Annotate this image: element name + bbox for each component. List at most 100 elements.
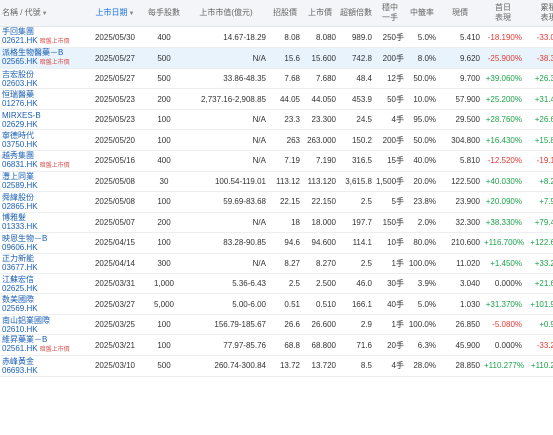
allotment-rate-cell: 100.0% (406, 314, 438, 336)
stock-name-link[interactable]: 寧德時代 (2, 131, 34, 141)
listing-date-cell: 2025/03/25 (86, 314, 144, 336)
table-row[interactable]: 灃上同業 02589.HK 2025/05/08 30 100.54-119.01 113… (0, 171, 553, 193)
stock-name-link[interactable]: 映恩生物－B (2, 233, 48, 243)
stock-code-link[interactable]: 02589.HK (2, 181, 38, 191)
cumulative-performance-cell: -33.285% (524, 334, 553, 357)
col-offer-price-header[interactable]: 招股價 (268, 0, 302, 27)
table-row[interactable]: 南山鋁業國際 02610.HK 2025/03/25 100 156.79-185.67… (0, 314, 553, 336)
stock-code-link[interactable]: 02629.HK (2, 119, 38, 129)
table-row[interactable]: 派格生物醫藥－B 02565.HK 暗盤上市價 2025/05/27 500 N/A 15.… (0, 47, 553, 69)
offer-price-cell: 94.6 (268, 232, 302, 254)
table-row[interactable]: 寧德時代 03750.HK 2025/05/20 100 N/A 263 263.000 15… (0, 129, 553, 151)
stock-name-cell[interactable]: 舜緯股份 02865.HK (0, 191, 86, 213)
stock-name-link[interactable]: 灃上同業 (2, 172, 34, 182)
stock-name-cell[interactable]: 映恩生物－B 09606.HK (0, 232, 86, 254)
stock-name-cell[interactable]: 派格生物醫藥－B 02565.HK 暗盤上市價 (0, 47, 86, 69)
allotment-rate-cell: 23.8% (406, 191, 438, 213)
col-lot-size-header[interactable]: 每手股數 (144, 0, 184, 27)
table-row[interactable]: 赤峰黃金 06693.HK 2025/03/10 500 260.74-300.84 13… (0, 355, 553, 377)
stock-name-cell[interactable]: 吉宏股份 02603.HK (0, 68, 86, 90)
stock-name-link[interactable]: 維昇藥業－B (2, 335, 48, 345)
stock-name-link[interactable]: 南山鋁業國際 (2, 315, 50, 325)
col-subscription-header[interactable]: 超額倍數 (338, 0, 374, 27)
market-cap-cell: N/A (184, 212, 268, 234)
cumulative-performance-cell: +15.894% (524, 129, 553, 151)
listing-price-cell: 13.720 (302, 355, 338, 377)
table-row[interactable]: 舜緯股份 02865.HK 2025/05/08 100 59.69-83.68 22.1… (0, 191, 553, 213)
stock-name-cell[interactable]: 赤峰黃金 06693.HK (0, 355, 86, 377)
stock-code-link[interactable]: 02625.HK (2, 283, 38, 293)
col-market-cap-header[interactable]: 上市市值(億元) (184, 0, 268, 27)
stock-name-cell[interactable]: 数美國際 02569.HK (0, 293, 86, 315)
stock-name-link[interactable]: 派格生物醫藥－B (2, 48, 64, 57)
current-price-cell: 32.300 (438, 212, 482, 234)
table-row[interactable]: 博雅髮 01333.HK 2025/05/07 200 N/A 18 18.000 197.7… (0, 212, 553, 234)
stock-name-cell[interactable]: MIRXES-B 02629.HK (0, 109, 86, 131)
stock-code-link[interactable]: 03677.HK (2, 263, 38, 273)
col-name-header[interactable]: 名稱 / 代號▼ (0, 0, 86, 27)
stock-name-cell[interactable]: 手回集團 02621.HK 暗盤上市價 (0, 26, 86, 48)
stock-code-link[interactable]: 02561.HK 暗盤上市價 (2, 344, 70, 354)
col-listing-date-header[interactable]: 上市日期▼ (86, 0, 144, 27)
col-current-price-header[interactable]: 現價 (438, 0, 482, 27)
table-row[interactable]: 手回集團 02621.HK 暗盤上市價 2025/05/30 400 14.67-18.2… (0, 26, 553, 48)
stock-name-link[interactable]: MIRXES-B (2, 110, 41, 120)
stock-code-link[interactable]: 01333.HK (2, 222, 38, 232)
stock-name-link[interactable]: 江蘇宏信 (2, 274, 34, 284)
table-row[interactable]: 維昇藥業－B 02561.HK 暗盤上市價 2025/03/21 100 77.97-85… (0, 334, 553, 357)
stock-code-link[interactable]: 02621.HK 暗盤上市價 (2, 36, 70, 45)
stock-name-link[interactable]: 吉宏股份 (2, 69, 34, 79)
stock-code-link[interactable]: 03750.HK (2, 140, 38, 150)
stock-code-link[interactable]: 02603.HK (2, 78, 38, 88)
stock-name-link[interactable]: 恒瑞醫藥 (2, 90, 34, 100)
table-row[interactable]: 映恩生物－B 09606.HK 2025/04/15 100 83.28-90.85 94… (0, 232, 553, 254)
stock-name-link[interactable]: 越秀集團 (2, 150, 34, 160)
stock-name-cell[interactable]: 越秀集團 06831.HK 暗盤上市價 (0, 150, 86, 172)
stock-name-link[interactable]: 赤峰黃金 (2, 356, 34, 366)
col-one-lot-header[interactable]: 穩中 一手 (374, 0, 406, 27)
stock-code-link[interactable]: 02865.HK (2, 201, 38, 211)
stock-name-cell[interactable]: 江蘇宏信 02625.HK (0, 273, 86, 295)
stock-name-link[interactable]: 博雅髮 (2, 213, 26, 223)
stock-name-link[interactable]: 正力新能 (2, 254, 34, 264)
table-row[interactable]: 江蘇宏信 02625.HK 2025/03/31 1,000 5.36-6.43 2.5 2… (0, 273, 553, 295)
listing-date-cell: 2025/04/15 (86, 232, 144, 254)
stock-name-link[interactable]: 数美國際 (2, 295, 34, 305)
col-allotment-header[interactable]: 中籤率 (406, 0, 438, 27)
col-first-day-header[interactable]: 首日 表現 (482, 0, 524, 27)
stock-name-link[interactable]: 手回集團 (2, 27, 34, 36)
allotment-rate-cell: 80.0% (406, 232, 438, 254)
one-lot-cell: 30手 (374, 273, 406, 295)
table-row[interactable]: 恒瑞醫藥 01276.HK 2025/05/23 200 2,737.16-2,908.… (0, 88, 553, 110)
stock-name-cell[interactable]: 維昇藥業－B 02561.HK 暗盤上市價 (0, 334, 86, 357)
grey-market-tag: 暗盤上市價 (39, 39, 70, 45)
first-day-performance-cell: +40.030% (482, 171, 524, 193)
col-cumulative-header[interactable]: 累積 表現 (524, 0, 553, 27)
col-listing-price-header[interactable]: 上市價 (302, 0, 338, 27)
table-row[interactable]: MIRXES-B 02629.HK 2025/05/23 100 N/A 23.3 23.3… (0, 109, 553, 131)
stock-name-cell[interactable]: 寧德時代 03750.HK (0, 129, 86, 151)
table-row[interactable]: 数美國際 02569.HK 2025/03/27 5,000 5.00-6.00 0.51… (0, 293, 553, 315)
stock-code-link[interactable]: 02610.HK (2, 324, 38, 334)
stock-name-cell[interactable]: 正力新能 03677.HK (0, 253, 86, 274)
cumulative-performance-cell: +122.622% (524, 232, 553, 254)
table-row[interactable]: 正力新能 03677.HK 2025/04/14 300 N/A 8.27 8.270 2.5… (0, 253, 553, 274)
stock-code-link[interactable]: 02569.HK (2, 304, 38, 314)
allotment-rate-cell: 95.0% (406, 109, 438, 131)
stock-name-cell[interactable]: 南山鋁業國際 02610.HK (0, 314, 86, 336)
table-row[interactable]: 吉宏股份 02603.HK 2025/05/27 500 33.86-48.35 7.68… (0, 68, 553, 90)
table-row[interactable]: 越秀集團 06831.HK 暗盤上市價 2025/05/16 400 N/A 7.19 7.1… (0, 150, 553, 172)
grey-market-tag: 暗盤上市價 (39, 60, 70, 66)
stock-code-link[interactable]: 02565.HK 暗盤上市價 (2, 57, 70, 66)
cumulative-performance-cell: +26.302% (524, 68, 553, 90)
stock-code-link[interactable]: 01276.HK (2, 99, 38, 109)
stock-code-link[interactable]: 09606.HK (2, 242, 38, 252)
stock-name-link[interactable]: 舜緯股份 (2, 192, 34, 202)
stock-name-cell[interactable]: 恒瑞醫藥 01276.HK (0, 88, 86, 110)
stock-name-cell[interactable]: 灃上同業 02589.HK (0, 171, 86, 193)
stock-name-cell[interactable]: 博雅髮 01333.HK (0, 212, 86, 234)
stock-code-link[interactable]: 06831.HK 暗盤上市價 (2, 159, 70, 169)
listing-price-cell: 2.500 (302, 273, 338, 295)
current-price-cell: 304.800 (438, 129, 482, 151)
stock-code-link[interactable]: 06693.HK (2, 365, 38, 375)
